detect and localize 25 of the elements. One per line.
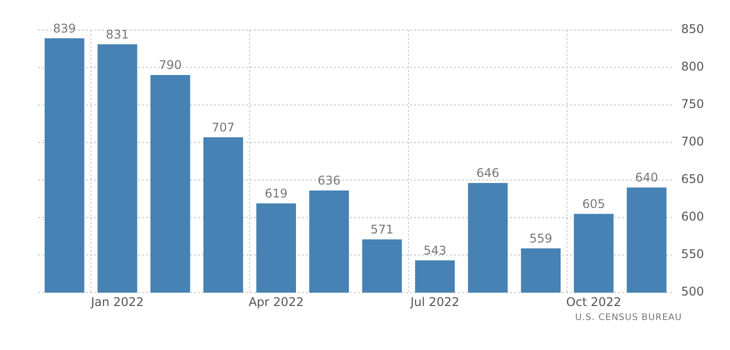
y-tick-label: 500	[681, 284, 704, 299]
data-label: 790	[158, 58, 182, 72]
y-tick-label: 800	[681, 60, 704, 74]
y-tick-label: 700	[681, 134, 704, 149]
data-label: 646	[476, 166, 500, 180]
data-label: 605	[582, 196, 606, 211]
y-tick-label: 650	[681, 172, 704, 186]
y-tick-label: 750	[681, 97, 704, 112]
y-tick-label: 550	[681, 247, 704, 262]
y-tick-label: 850	[681, 22, 704, 36]
data-label: 619	[264, 186, 288, 200]
data-label: 559	[529, 231, 552, 246]
data-label: 831	[106, 27, 129, 42]
data-label: 640	[635, 170, 658, 185]
data-label: 636	[318, 174, 341, 188]
x-tick-label: Jul 2022	[410, 294, 460, 309]
x-tick-label: Apr 2022	[248, 294, 304, 309]
text: U.S. CENSUS BUREAU	[574, 313, 683, 323]
x-tick-label: Oct 2022	[566, 294, 622, 309]
data-label: 839	[53, 21, 76, 36]
data-label: 707	[212, 120, 235, 134]
data-label: 571	[370, 222, 394, 236]
x-tick-label: Jan 2022	[90, 294, 144, 309]
y-tick-label: 600	[681, 210, 704, 224]
data-label: 543	[423, 243, 446, 258]
